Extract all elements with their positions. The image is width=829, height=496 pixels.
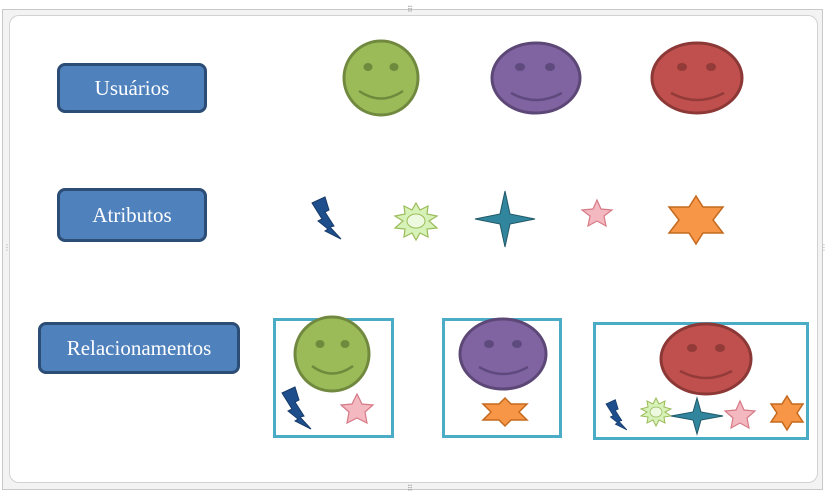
group-red-six-point-star-icon: [769, 394, 805, 432]
six-point-star-icon: [667, 194, 725, 246]
bottom-resize-handle[interactable]: ⠿: [407, 484, 413, 493]
group-red-smiley-icon: [659, 322, 753, 396]
top-resize-handle[interactable]: ⠿: [407, 5, 413, 14]
group-red-sun-icon: [639, 396, 673, 428]
group-green-lightning-icon: [281, 386, 312, 430]
smiley-green-icon: [342, 39, 420, 117]
users-label[interactable]: Usuários: [57, 63, 207, 113]
attributes-label[interactable]: Atributos: [57, 188, 207, 242]
smiley-purple-icon: [490, 41, 582, 115]
smiley-red-icon: [650, 41, 744, 115]
right-resize-handle[interactable]: ⋮: [820, 243, 828, 252]
four-point-star-icon: [474, 190, 536, 248]
five-point-star-icon: [580, 198, 614, 228]
group-red-four-point-star-icon: [670, 396, 724, 436]
sun-icon: [393, 201, 439, 242]
group-green-star-icon: [339, 392, 375, 425]
left-resize-handle[interactable]: ⋮: [3, 243, 11, 252]
group-red-five-point-star-icon: [723, 399, 757, 430]
relationships-label[interactable]: Relacionamentos: [38, 322, 240, 374]
lightning-icon: [311, 196, 342, 240]
group-purple-six-point-star-icon: [481, 396, 529, 428]
group-purple-smiley-icon: [458, 317, 548, 391]
group-red-lightning-icon: [605, 399, 628, 431]
group-green-smiley-icon: [293, 315, 371, 393]
